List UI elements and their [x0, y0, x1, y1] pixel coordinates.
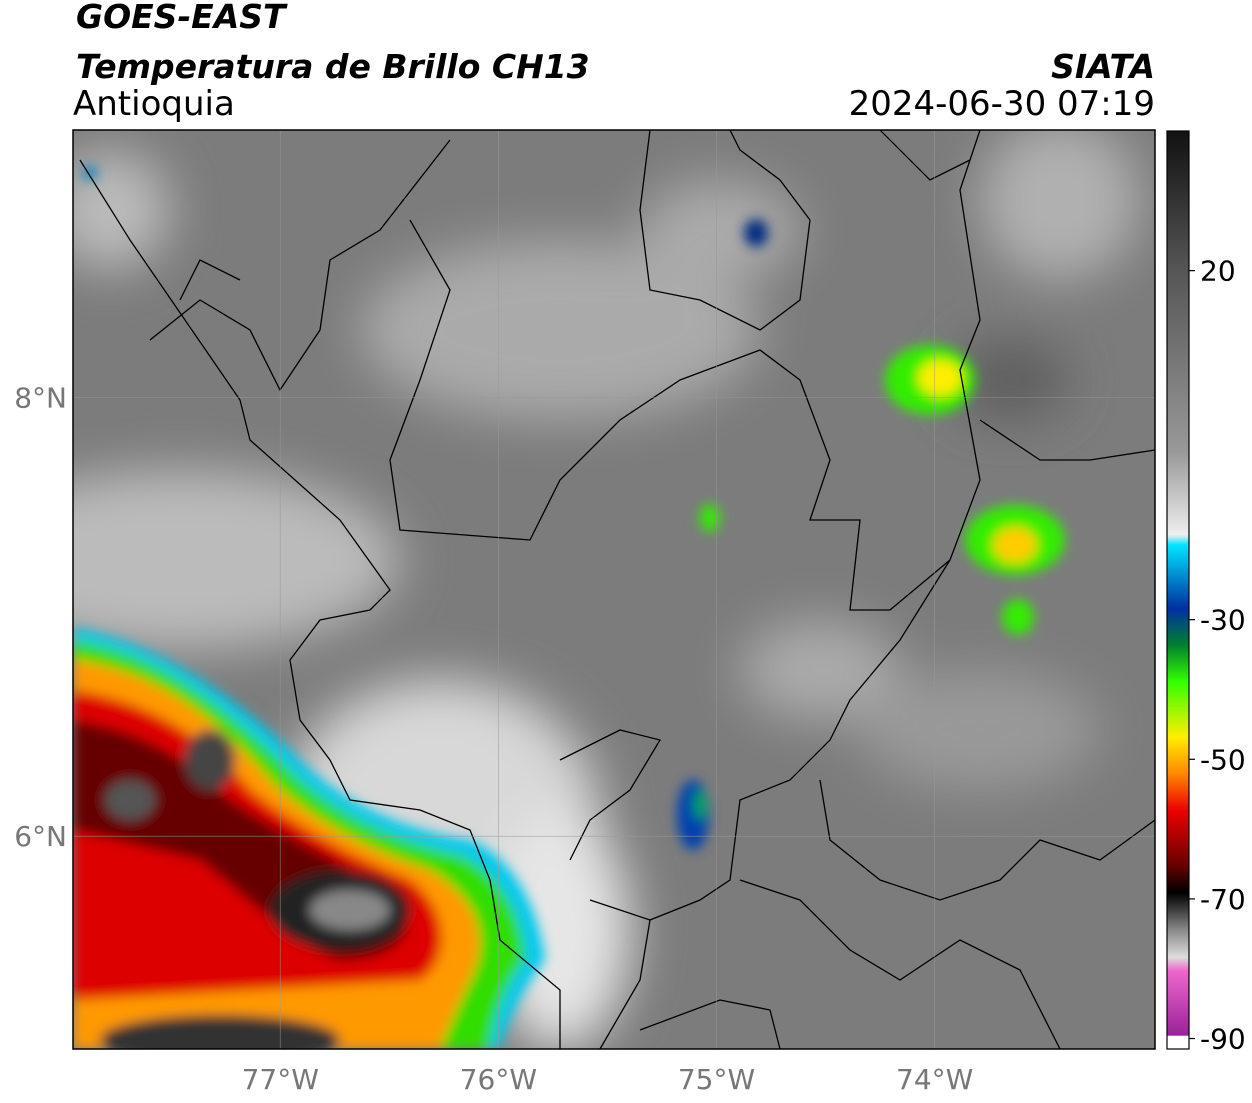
colorbar-tick-label: -90 — [1200, 1023, 1246, 1056]
title: GOES-EAST — [76, 0, 288, 36]
colorbar — [1166, 130, 1190, 1050]
satellite-image — [73, 130, 1155, 1049]
lon-tick-label: 77°W — [242, 1063, 319, 1096]
lon-tick-label: 75°W — [678, 1063, 755, 1096]
colorbar-tick-label: -50 — [1200, 743, 1246, 776]
colorbar-tick-label: 20 — [1200, 255, 1236, 288]
subtitle: Temperatura de Brillo CH13 — [76, 47, 590, 86]
lon-tick-label: 76°W — [460, 1063, 537, 1096]
region: Antioquia — [73, 84, 235, 124]
lat-tick-label: 6°N — [14, 820, 67, 853]
map-frame — [72, 129, 1156, 1050]
colorbar-tick-label: -30 — [1200, 604, 1246, 637]
colorbar-tick-label: -70 — [1200, 883, 1246, 916]
lon-tick-label: 74°W — [896, 1063, 973, 1096]
source: SIATA — [1051, 47, 1155, 86]
lat-tick-label: 8°N — [14, 382, 67, 415]
datetime: 2024-06-30 07:19 — [849, 84, 1155, 124]
